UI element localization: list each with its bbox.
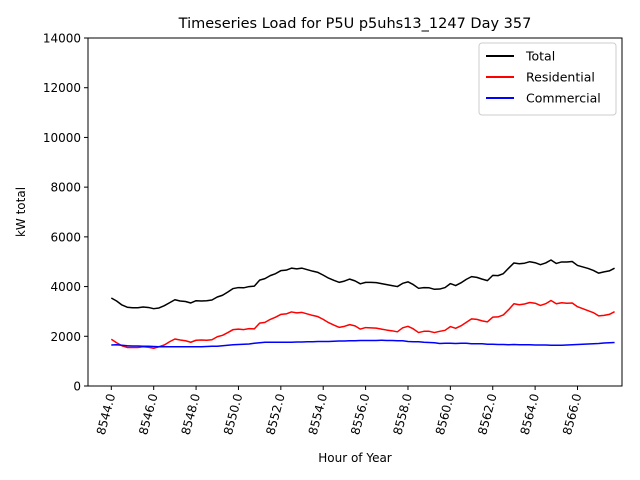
x-tick-label: 8546.0 (136, 392, 160, 436)
legend: Total Residential Commercial (478, 42, 617, 116)
x-tick-label: 8552.0 (263, 392, 287, 436)
x-axis-ticks: 8544.0 8546.0 8548.0 8550.0 8552.0 8554.0 8556… (94, 386, 584, 436)
y-tick-label: 10000 (43, 131, 81, 145)
y-tick-label: 14000 (43, 32, 81, 46)
y-tick-label: 6000 (50, 230, 81, 244)
x-tick-label: 8564.0 (518, 392, 542, 436)
series-lines (110, 259, 615, 349)
y-axis-label: kW total (14, 187, 28, 237)
y-tick-label: 8000 (50, 181, 81, 195)
x-tick-label: 8558.0 (390, 392, 414, 436)
y-tick-label: 0 (73, 380, 81, 394)
legend-label-total: Total (525, 49, 555, 64)
x-tick-label: 8550.0 (221, 392, 245, 436)
y-tick-label: 12000 (43, 81, 81, 95)
series-line-residential (110, 299, 615, 349)
x-axis-label: Hour of Year (318, 451, 392, 465)
y-tick-label: 4000 (50, 280, 81, 294)
x-tick-label: 8566.0 (560, 392, 584, 436)
legend-label-commercial: Commercial (526, 91, 601, 106)
x-tick-label: 8554.0 (306, 392, 330, 436)
plot-frame (87, 37, 623, 387)
series-line-commercial (111, 339, 615, 348)
y-axis-ticks: 0 2000 4000 6000 8000 10000 12000 14000 (43, 32, 88, 394)
x-tick-label: 8562.0 (475, 392, 499, 436)
x-tick-label: 8548.0 (179, 392, 203, 436)
y-tick-label: 2000 (50, 330, 81, 344)
legend-label-residential: Residential (526, 70, 595, 85)
chart-title: Timeseries Load for P5U p5uhs13_1247 Day… (178, 16, 532, 32)
x-tick-label: 8556.0 (348, 392, 372, 436)
x-tick-label: 8560.0 (433, 392, 457, 436)
x-tick-label: 8544.0 (94, 392, 118, 436)
series-line-total (110, 259, 615, 310)
